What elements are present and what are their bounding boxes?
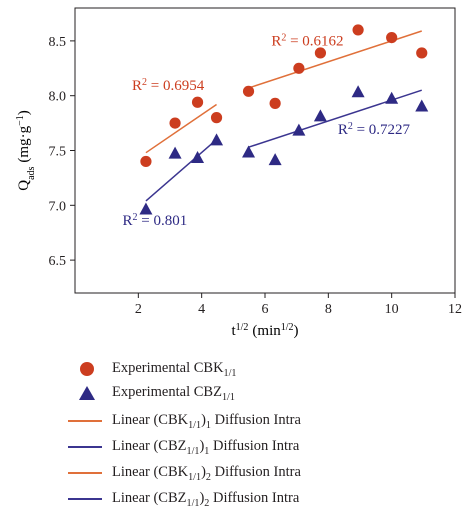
y-tick-label: 7.0 (49, 199, 67, 214)
cbz-data-point (292, 123, 306, 136)
x-tick-label: 2 (135, 302, 142, 317)
legend-item-linear-cbz-2: Linear (CBZ1/1)2 Diffusion Intra (68, 487, 299, 511)
cbz-data-point (313, 109, 327, 122)
y-tick-label: 8.0 (49, 90, 67, 105)
legend-label-linear-cbz-2: Linear (CBZ1/1)2 Diffusion Intra (112, 489, 300, 509)
y-tick-label: 7.5 (49, 145, 67, 160)
cbk-data-point (314, 47, 327, 59)
cbk-data-point (352, 24, 364, 36)
cbk-data-point (386, 31, 398, 44)
legend-label-experimental-cbk: Experimental CBK1/1 (112, 359, 237, 379)
cbk-data-point (169, 117, 181, 129)
cbk-data-point (293, 62, 305, 74)
legend-item-linear-cbk-2: Linear (CBK1/1)2 Diffusion Intra (68, 461, 301, 485)
cbz-data-point (191, 150, 205, 163)
legend-line-swatch (68, 498, 102, 500)
r-squared-annotation: R2 = 0.801 (123, 212, 188, 230)
cbz-data-point (168, 146, 182, 159)
x-tick-label: 6 (262, 302, 269, 317)
y-tick-label: 6.5 (49, 254, 67, 269)
cbz-data-point (210, 133, 224, 146)
cbz-data-point (415, 99, 429, 112)
legend-label-linear-cbk-2: Linear (CBK1/1)2 Diffusion Intra (112, 463, 301, 483)
legend-label-linear-cbk-1: Linear (CBK1/1)1 Diffusion Intra (112, 411, 301, 431)
cbk-data-point (140, 155, 152, 168)
legend-symbol-circle (68, 357, 106, 381)
legend-line-swatch (68, 446, 102, 448)
plot-area-border (74, 7, 456, 294)
legend-symbol-line (68, 435, 106, 459)
cbz-data-point (351, 85, 365, 98)
fit-lines (145, 30, 422, 202)
fit-line (145, 138, 218, 202)
r-squared-annotation: R2 = 0.6162 (271, 32, 343, 50)
legend-line-swatch (68, 420, 102, 422)
legend-item-experimental-cbz: Experimental CBZ1/1 (68, 381, 235, 405)
cbz-data-point (139, 202, 153, 215)
cbz-data-point (268, 153, 282, 166)
x-tick-label: 4 (198, 302, 205, 317)
legend-triangle-marker (79, 386, 95, 400)
cbk-data-point (191, 96, 204, 108)
y-axis-label: Qads(mg·g−1) (15, 110, 37, 191)
legend-item-linear-cbk-1: Linear (CBK1/1)1 Diffusion Intra (68, 409, 301, 433)
cbz-data-point (385, 91, 399, 104)
x-tick-label: 10 (385, 302, 399, 317)
cbk-data-point (416, 47, 428, 59)
legend-line-swatch (68, 472, 102, 474)
legend-symbol-line (68, 487, 106, 511)
fit-line (145, 103, 217, 154)
x-tick-label: 8 (325, 302, 332, 317)
x-axis-label: t1/2 (min1/2) (231, 322, 298, 340)
r-squared-annotation: R2 = 0.7227 (338, 121, 411, 139)
legend-symbol-line (68, 409, 106, 433)
legend-circle-marker (80, 362, 94, 376)
legend-item-linear-cbz-1: Linear (CBZ1/1)1 Diffusion Intra (68, 435, 299, 459)
cbk-data-point (210, 112, 223, 124)
cbz-data-point (242, 145, 256, 158)
cbk-data-point (242, 85, 255, 97)
legend-symbol-triangle (68, 381, 106, 405)
legend-item-experimental-cbk: Experimental CBK1/1 (68, 357, 237, 381)
legend-label-experimental-cbz: Experimental CBZ1/1 (112, 383, 235, 403)
data-markers (139, 24, 429, 215)
r-squared-annotations: R2 = 0.6954 R2 = 0.801 R2 = 0.6162 R2 = 0.7… (123, 32, 411, 229)
legend-label-linear-cbz-1: Linear (CBZ1/1)1 Diffusion Intra (112, 437, 300, 457)
legend-symbol-line (68, 461, 106, 485)
cbk-data-point (269, 97, 281, 109)
plot-frame (74, 7, 456, 294)
y-tick-label: 8.5 (49, 35, 67, 50)
x-tick-label: 12 (448, 302, 462, 317)
r-squared-annotation: R2 = 0.6954 (132, 77, 205, 95)
axis-ticks: 2 4 6 8 10 12 6.5 7.0 7.5 8.0 8.5 (49, 35, 463, 317)
